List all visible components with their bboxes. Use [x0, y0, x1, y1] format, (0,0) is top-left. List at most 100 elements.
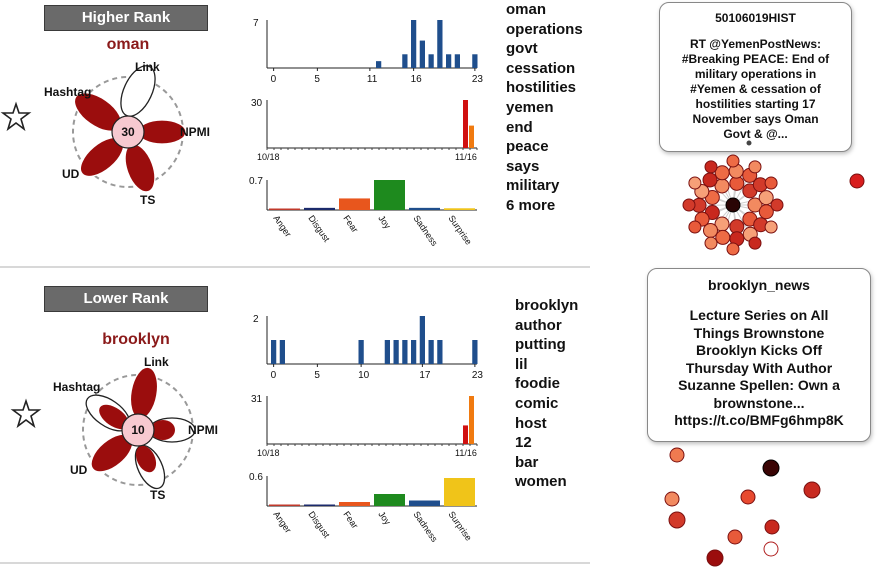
petal-ts[interactable] [129, 441, 170, 493]
petal-npmi[interactable] [137, 119, 187, 145]
word-item[interactable]: cessation [506, 59, 576, 77]
hour-bar[interactable] [428, 54, 434, 68]
hour-bar[interactable] [384, 340, 390, 364]
hour-bar[interactable] [402, 54, 408, 68]
emotion-bar[interactable] [409, 207, 440, 210]
hour-bar[interactable] [393, 340, 399, 364]
hour-bar[interactable] [411, 340, 417, 364]
tweet-node[interactable] [668, 511, 686, 529]
hour-bar[interactable] [437, 340, 443, 364]
hour-bar[interactable] [402, 340, 408, 364]
petal-ts[interactable] [119, 140, 161, 196]
hour-bar[interactable] [419, 40, 425, 68]
emotion-bar[interactable] [374, 180, 405, 210]
hour-bar[interactable] [419, 316, 425, 364]
word-item[interactable]: end [506, 118, 533, 136]
emotion-bar[interactable] [304, 504, 335, 507]
word-item[interactable]: 12 [515, 434, 532, 452]
hour-bar[interactable] [446, 54, 452, 68]
hour-bar[interactable] [454, 54, 460, 68]
word-item[interactable]: host [515, 414, 547, 432]
tweet-node[interactable] [764, 176, 778, 190]
network-view[interactable] [600, 0, 879, 582]
tweet-node[interactable] [740, 489, 756, 505]
word-item[interactable]: comic [515, 394, 559, 412]
day-bar[interactable] [469, 125, 474, 148]
tweet-node[interactable] [764, 519, 780, 535]
tweet-node[interactable] [803, 481, 821, 499]
tweet-node[interactable] [688, 220, 702, 234]
flower-glyph-top [72, 65, 187, 196]
star-icon-bottom[interactable] [0, 290, 240, 550]
day-bar[interactable] [463, 100, 468, 148]
tweet-node[interactable] [758, 190, 774, 206]
word-item[interactable]: brooklyn [515, 297, 579, 314]
hour-bar[interactable] [358, 340, 364, 364]
emotion-bar[interactable] [444, 208, 475, 210]
petal-link[interactable] [127, 365, 162, 421]
tweet-node[interactable] [682, 198, 696, 212]
word-item[interactable]: bar [515, 453, 539, 471]
tweet-node[interactable] [770, 198, 784, 212]
more-words-link[interactable]: 6 more [506, 196, 556, 214]
word-item[interactable]: oman [506, 1, 547, 18]
star-icon-top[interactable] [0, 0, 240, 260]
word-item[interactable]: women [515, 473, 567, 491]
hour-bar[interactable] [376, 61, 382, 68]
day-bar[interactable] [463, 425, 468, 444]
emotion-bar[interactable] [444, 478, 475, 506]
day-chart-ymax: 30 [251, 98, 263, 109]
hour-bar[interactable] [472, 340, 478, 364]
tweet-node[interactable] [706, 549, 724, 567]
hour-bar[interactable] [271, 340, 277, 364]
word-item[interactable]: military [506, 177, 560, 195]
word-item[interactable]: yemen [506, 98, 554, 116]
emotion-bar[interactable] [339, 502, 370, 506]
emotion-bar[interactable] [409, 500, 440, 507]
word-item[interactable]: govt [506, 40, 538, 58]
tweet-node[interactable] [669, 447, 685, 463]
emotion-bar[interactable] [339, 198, 370, 210]
tweet-node[interactable] [704, 236, 718, 250]
tweet-node[interactable] [726, 242, 740, 256]
word-item[interactable]: foodie [515, 375, 560, 393]
tweet-node[interactable] [704, 160, 718, 174]
tweet-node[interactable] [725, 197, 741, 213]
tweet-node[interactable] [748, 160, 762, 174]
tweet-node[interactable] [849, 173, 865, 189]
day-start-label: 10/18 [257, 448, 280, 458]
tweet-tooltip-bottom[interactable]: brooklyn_news Lecture Series on All Thing… [647, 268, 871, 442]
tweet-node[interactable] [702, 172, 718, 188]
word-item[interactable]: operations [506, 20, 583, 38]
tweet-node[interactable] [746, 140, 752, 146]
tweet-node[interactable] [762, 459, 780, 477]
hour-bar[interactable] [472, 54, 478, 68]
word-item[interactable]: hostilities [506, 79, 577, 97]
hour-bar[interactable] [428, 340, 434, 364]
day-bar[interactable] [469, 396, 474, 444]
emotion-bar[interactable] [374, 494, 405, 506]
tweet-node[interactable] [715, 229, 731, 245]
emotion-bar[interactable] [304, 207, 335, 210]
hour-bar[interactable] [411, 20, 417, 68]
tweet-node[interactable] [747, 197, 763, 213]
word-item[interactable]: putting [515, 336, 566, 354]
tweet-node[interactable] [726, 154, 740, 168]
tweet-node[interactable] [727, 529, 743, 545]
word-item[interactable]: lil [515, 355, 528, 373]
emotion-bar[interactable] [269, 504, 300, 507]
tweet-node[interactable] [748, 236, 762, 250]
hour-bar[interactable] [437, 20, 443, 68]
tweet-tooltip-top[interactable]: 50106019HIST RT @YemenPostNews: #Breaking… [659, 2, 852, 152]
tweet-node[interactable] [664, 491, 680, 507]
hour-bar[interactable] [279, 340, 285, 364]
tweet-node[interactable] [688, 176, 702, 190]
word-item[interactable]: peace [506, 138, 549, 156]
word-item[interactable]: says [506, 157, 540, 175]
petal-npmi[interactable] [148, 417, 196, 443]
emotion-bar[interactable] [269, 208, 300, 211]
word-item[interactable]: author [515, 316, 562, 334]
tweet-node[interactable] [763, 541, 779, 557]
tweet-node[interactable] [764, 220, 778, 234]
hour-tick-label: 16 [411, 74, 423, 85]
